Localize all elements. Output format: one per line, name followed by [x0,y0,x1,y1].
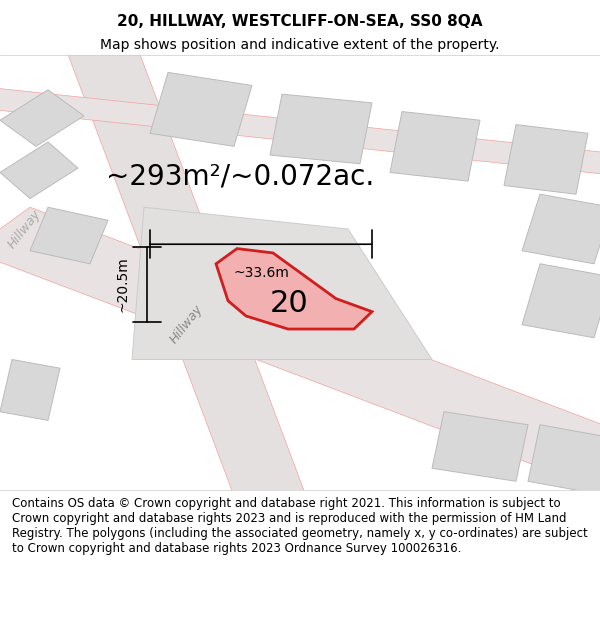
Polygon shape [30,208,108,264]
Polygon shape [522,194,600,264]
Polygon shape [0,359,60,421]
Polygon shape [216,249,372,329]
Text: ~293m²/~0.072ac.: ~293m²/~0.072ac. [106,162,374,191]
Text: ~33.6m: ~33.6m [233,266,289,280]
Polygon shape [432,412,528,481]
Polygon shape [60,33,312,512]
Polygon shape [0,90,84,146]
Polygon shape [504,124,588,194]
Polygon shape [0,86,600,177]
Text: Hillway: Hillway [167,303,205,346]
Polygon shape [150,72,252,146]
Polygon shape [132,208,432,359]
Polygon shape [0,142,78,199]
Polygon shape [0,208,600,490]
Text: 20: 20 [270,289,309,318]
Polygon shape [528,425,600,494]
Text: Map shows position and indicative extent of the property.: Map shows position and indicative extent… [100,39,500,52]
Text: 20, HILLWAY, WESTCLIFF-ON-SEA, SS0 8QA: 20, HILLWAY, WESTCLIFF-ON-SEA, SS0 8QA [117,14,483,29]
Polygon shape [390,111,480,181]
Text: Hillway: Hillway [5,208,43,251]
Polygon shape [522,264,600,338]
Text: ~20.5m: ~20.5m [115,257,129,312]
Text: Contains OS data © Crown copyright and database right 2021. This information is : Contains OS data © Crown copyright and d… [12,497,588,555]
Polygon shape [270,94,372,164]
